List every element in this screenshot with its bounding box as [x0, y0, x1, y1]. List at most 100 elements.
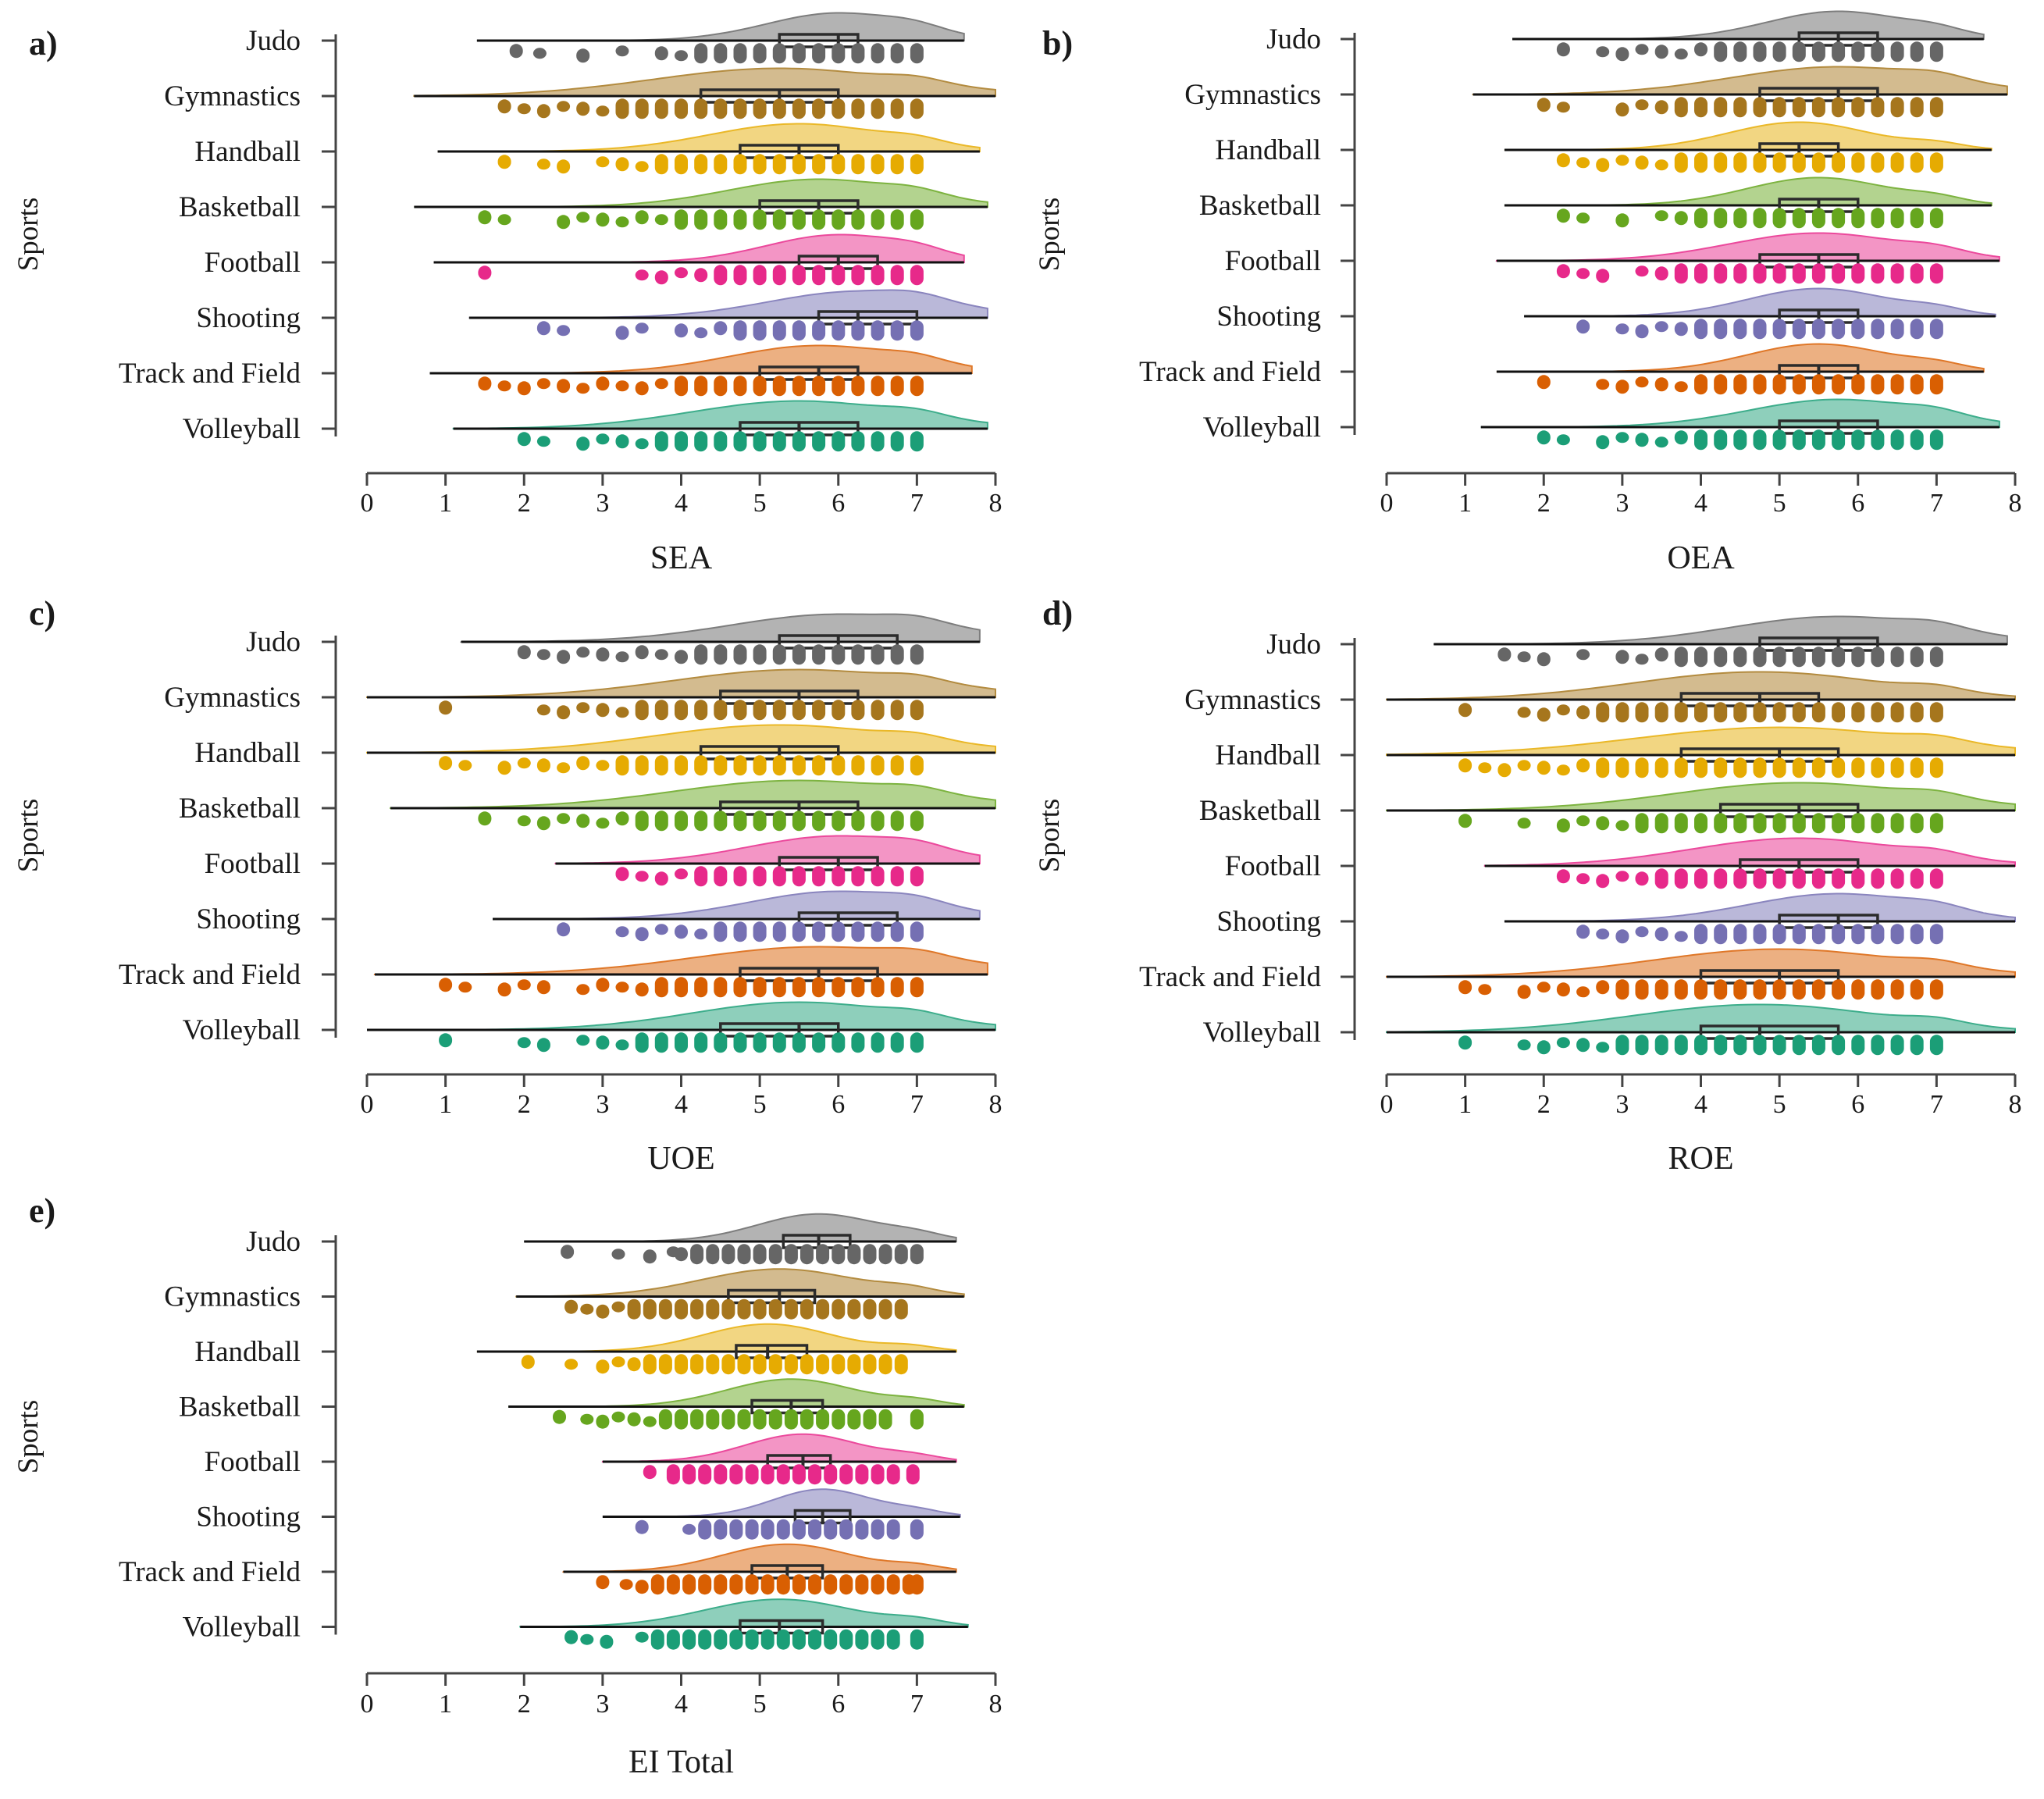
data-point	[812, 644, 826, 665]
data-point	[792, 1464, 806, 1485]
y-axis-title: Sports	[1034, 799, 1066, 873]
iqr-box	[778, 856, 879, 871]
data-point	[714, 866, 728, 887]
data-point	[675, 977, 688, 998]
data-point	[1674, 757, 1688, 778]
x-tick-label: 6	[831, 1690, 845, 1719]
data-point	[1596, 379, 1610, 390]
data-point	[1596, 1042, 1610, 1053]
row-handball: Handball	[194, 1323, 957, 1375]
data-point	[1576, 268, 1590, 280]
data-point	[1596, 702, 1610, 723]
data-point	[1910, 702, 1924, 723]
data-point	[871, 98, 885, 119]
data-point	[1654, 813, 1668, 834]
data-point	[1871, 97, 1885, 118]
data-point	[1635, 757, 1649, 778]
data-point	[1929, 263, 1943, 284]
data-point	[851, 810, 865, 832]
category-label: Shooting	[196, 903, 301, 935]
data-point	[760, 1574, 775, 1595]
data-point	[654, 98, 668, 119]
data-point	[831, 644, 846, 665]
x-axis-title: EI Total	[629, 1744, 734, 1780]
data-point	[772, 866, 786, 887]
data-point	[615, 811, 629, 826]
panel-roe: d) Sports Judo Gymnastics Handball Basketball…	[1034, 594, 2022, 1177]
data-point	[1851, 979, 1865, 1000]
data-point	[1792, 263, 1806, 284]
data-point	[615, 98, 629, 119]
data-point	[772, 265, 786, 286]
data-point	[1832, 41, 1846, 62]
row-judo: Judo	[246, 1213, 957, 1265]
data-point	[1929, 647, 1943, 668]
data-point	[666, 1629, 680, 1650]
data-point	[753, 1032, 767, 1053]
data-point	[1654, 1035, 1668, 1056]
category-label: Gymnastics	[1184, 684, 1321, 716]
data-point	[682, 1523, 696, 1535]
data-point	[753, 977, 767, 998]
data-point	[871, 431, 885, 452]
density-cloud	[429, 344, 973, 374]
data-point	[698, 1629, 712, 1650]
data-point	[1929, 97, 1943, 118]
data-point	[831, 209, 846, 230]
row-football: Football	[205, 1433, 957, 1485]
data-point	[753, 644, 767, 665]
data-point	[615, 867, 629, 882]
data-point	[1733, 208, 1747, 229]
data-point	[714, 154, 728, 175]
data-point	[733, 644, 747, 665]
data-point	[871, 376, 885, 397]
data-point	[737, 1409, 751, 1430]
data-point	[910, 320, 924, 341]
data-point	[1654, 927, 1668, 942]
row-gymnastics: Gymnastics	[164, 668, 996, 721]
data-point	[737, 1354, 751, 1375]
density-cloud	[1386, 671, 2016, 700]
data-point	[1929, 757, 1943, 778]
x-tick-label: 7	[1930, 1090, 1943, 1119]
data-point	[1733, 152, 1747, 173]
data-point	[851, 98, 865, 119]
x-tick-label: 7	[1930, 489, 1943, 518]
data-point	[910, 43, 924, 64]
density-cloud	[433, 233, 965, 263]
data-point	[706, 1409, 720, 1430]
data-point	[1929, 702, 1943, 723]
data-point	[627, 1412, 641, 1427]
data-point	[1851, 647, 1865, 668]
data-point	[517, 103, 531, 115]
data-point	[839, 1574, 853, 1595]
data-point	[596, 760, 610, 771]
x-tick-label: 4	[675, 1090, 688, 1119]
data-point	[737, 1298, 751, 1320]
data-point	[1654, 702, 1668, 723]
category-label: Judo	[1266, 23, 1321, 55]
data-point	[576, 212, 590, 223]
data-point	[910, 1244, 924, 1265]
data-point	[772, 977, 786, 998]
data-point	[1772, 924, 1786, 945]
row-gymnastics: Gymnastics	[164, 67, 996, 119]
data-point	[666, 1464, 680, 1485]
data-point	[851, 209, 865, 230]
data-point	[812, 43, 826, 64]
data-point	[635, 810, 649, 832]
data-point	[1811, 97, 1825, 118]
iqr-box	[1718, 803, 1860, 818]
data-point	[682, 1464, 696, 1485]
data-point	[615, 216, 629, 228]
data-point	[890, 700, 904, 721]
data-point	[1890, 757, 1904, 778]
data-point	[1832, 263, 1846, 284]
data-point	[729, 1629, 743, 1650]
data-point	[1871, 702, 1885, 723]
data-point	[1851, 97, 1865, 118]
data-point	[812, 154, 826, 175]
data-point	[564, 1299, 579, 1314]
data-point	[690, 1244, 704, 1265]
data-point	[753, 1244, 767, 1265]
